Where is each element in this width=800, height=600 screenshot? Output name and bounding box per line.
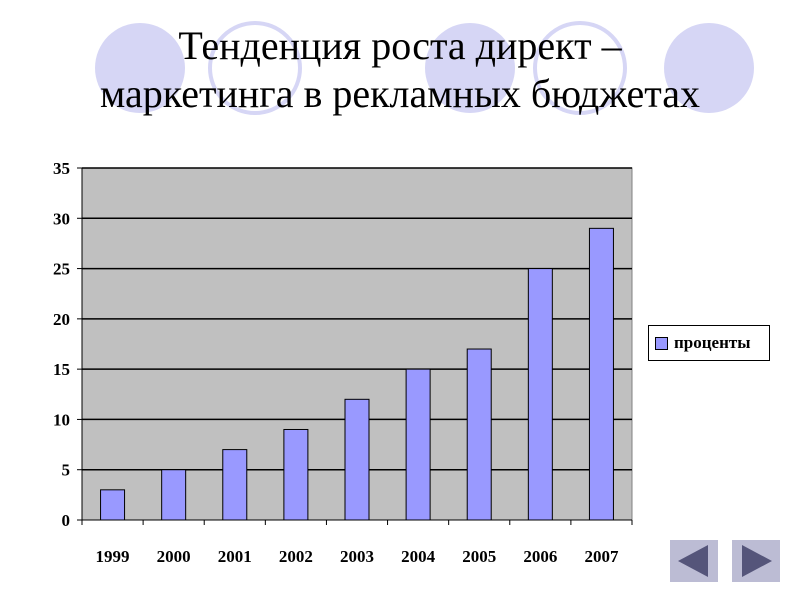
- y-tick-label: 30: [53, 209, 70, 228]
- bar-2000: [161, 469, 187, 521]
- previous-slide-button[interactable]: [670, 540, 718, 582]
- y-tick-label: 10: [53, 410, 70, 429]
- bar-2006: [527, 268, 553, 521]
- x-tick-label: 2001: [218, 547, 252, 566]
- bar-2003: [344, 398, 370, 521]
- y-tick-label: 20: [53, 310, 70, 329]
- x-tick-label: 2000: [157, 547, 191, 566]
- legend-label: проценты: [674, 333, 751, 352]
- slide-title-line-1: Тенденция роста директ –: [178, 23, 622, 68]
- x-tick-label: 2005: [462, 547, 496, 566]
- x-tick-label: 2004: [401, 547, 436, 566]
- bar-2004: [405, 368, 431, 521]
- x-axis: 1999 2000 2001 2002 2003 2004 2005 2006 2007: [81, 519, 633, 566]
- y-tick-label: 0: [62, 511, 71, 530]
- y-tick-label: 25: [53, 260, 70, 279]
- triangle-right-icon: [742, 545, 772, 577]
- bars: [100, 227, 614, 521]
- slide-title-line-2: маркетинга в рекламных бюджетах: [100, 71, 700, 116]
- x-tick-label: 1999: [96, 547, 130, 566]
- y-tick-label: 5: [62, 461, 71, 480]
- y-tick-label: 35: [53, 159, 70, 178]
- legend-swatch: [655, 336, 668, 350]
- bar-2007: [588, 227, 614, 521]
- next-slide-button[interactable]: [732, 540, 780, 582]
- bar-2005: [466, 348, 492, 521]
- y-axis: 0 5 10 15 20 25 30 35: [53, 159, 83, 530]
- decor-circle: [533, 21, 627, 115]
- decor-circle: [208, 21, 302, 115]
- x-tick-label: 2003: [340, 547, 374, 566]
- slide-title: Тенденция роста директ – маркетинга в ре…: [0, 22, 800, 118]
- x-tick-label: 2006: [523, 547, 557, 566]
- decor-circle: [425, 23, 515, 113]
- x-tick-label: 2002: [279, 547, 313, 566]
- decor-circle: [664, 23, 754, 113]
- y-tick-label: 15: [53, 360, 70, 379]
- bar-2002: [283, 428, 309, 521]
- bar-2001: [222, 449, 248, 521]
- bar-1999: [100, 489, 126, 521]
- triangle-left-icon: [678, 545, 708, 577]
- decor-circle: [95, 23, 185, 113]
- x-tick-label: 2007: [584, 547, 619, 566]
- legend: проценты: [648, 325, 770, 361]
